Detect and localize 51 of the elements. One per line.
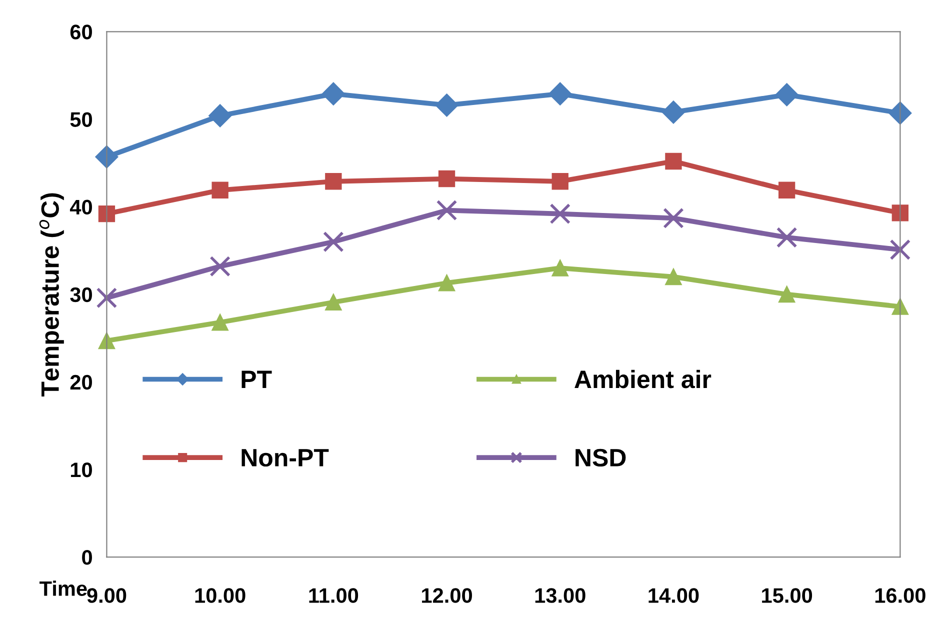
point [890, 239, 911, 260]
x-tick-label: 9.00 [87, 588, 126, 603]
x-tick-label: 12.00 [422, 588, 472, 603]
x-tick-label: 16.00 [875, 588, 926, 603]
y-tick-label: 20 [70, 374, 92, 390]
point [210, 256, 230, 277]
x-tick-label: 10.00 [195, 588, 246, 603]
point [552, 173, 568, 190]
point [892, 204, 908, 222]
point [778, 182, 796, 198]
y-tick-label: 60 [70, 24, 92, 40]
point [552, 260, 568, 276]
legend-label: NSD [576, 448, 626, 467]
point [888, 102, 912, 125]
point [212, 182, 228, 198]
point [438, 170, 456, 188]
point [775, 83, 798, 106]
point [778, 286, 796, 303]
point [325, 294, 342, 311]
y-axis-title: Temperature ($^{o}$C) [39, 193, 64, 396]
point [776, 227, 798, 248]
point [212, 314, 228, 331]
x-tick-label: 14.00 [648, 588, 699, 603]
legend-label: Ambient air [574, 370, 712, 388]
x-tick-label: 15.00 [762, 588, 812, 603]
point [548, 82, 572, 106]
point [322, 82, 345, 106]
y-tick-label: 10 [70, 462, 92, 478]
y-tick-label: 50 [70, 112, 92, 127]
x-axis-title: Time [40, 580, 87, 596]
y-tick-label: 40 [70, 200, 92, 215]
x-tick-label: 13.00 [535, 588, 586, 603]
point [665, 268, 682, 286]
legend-label: PT [242, 370, 272, 388]
point [208, 104, 232, 128]
point [550, 203, 571, 224]
point [665, 152, 682, 170]
point [663, 208, 684, 229]
y-tick-label: 0 [82, 550, 92, 565]
y-tick-label: 30 [70, 287, 92, 302]
point [436, 200, 458, 221]
point [892, 298, 908, 315]
point [96, 287, 118, 308]
point [662, 100, 685, 124]
point [323, 231, 344, 252]
legend-label: Non-PT [242, 449, 329, 467]
x-tick-label: 11.00 [309, 588, 358, 603]
point [325, 173, 342, 190]
point [438, 274, 456, 292]
point [98, 205, 116, 222]
point [435, 94, 458, 117]
